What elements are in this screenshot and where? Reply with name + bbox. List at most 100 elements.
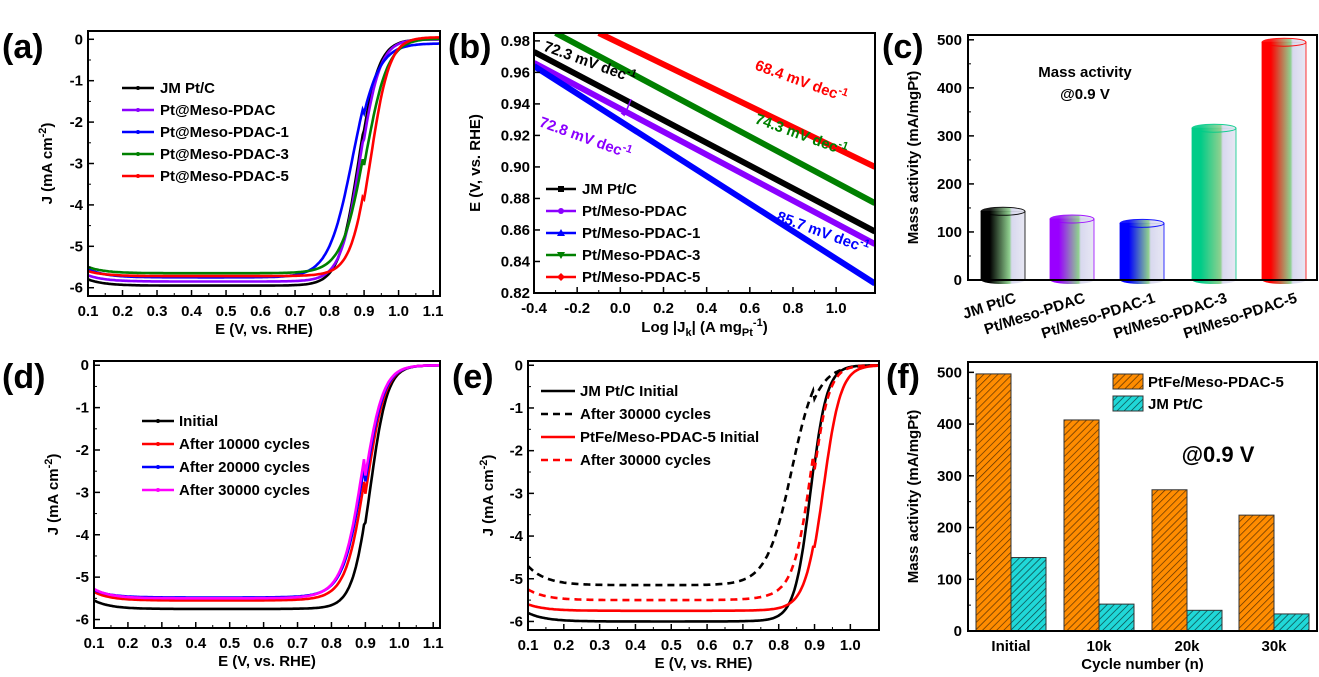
x-tick-label: 0.0: [610, 300, 631, 317]
plot-frame: [967, 361, 1318, 632]
x-tick-label: 0.7: [732, 637, 753, 654]
x-tick-label: 0.5: [219, 635, 240, 652]
x-tick-label: 0.2: [653, 300, 674, 317]
panel-c-chart: JM Pt/CPt/Meso-PDACPt/Meso-PDAC-1Pt/Meso…: [905, 32, 1318, 342]
x-tick-label: 0.4: [696, 300, 718, 317]
x-tick-label: 30k: [1261, 638, 1287, 655]
bar: [1186, 609, 1223, 632]
series-line-3: [93, 364, 440, 600]
y-tick-label: 0.98: [501, 33, 530, 50]
y-tick-label: -4: [510, 528, 524, 545]
x-tick-label: 0.9: [354, 303, 375, 320]
y-tick-label: -1: [76, 400, 89, 417]
y-tick-label: 0: [81, 357, 89, 374]
x-tick-label: 0.7: [285, 303, 306, 320]
series-line-3: [87, 37, 441, 275]
panel-label-f: (f): [886, 358, 920, 396]
x-tick-label: 0.8: [783, 300, 804, 317]
x-tick-label: 0.6: [253, 635, 274, 652]
y-tick-label: -1: [70, 73, 83, 90]
x-tick-label: 0.5: [216, 303, 237, 320]
legend-marker: [136, 108, 140, 112]
bar: [1010, 557, 1047, 632]
legend-marker: [558, 208, 564, 214]
y-axis-label: E (V, vs. RHE): [467, 114, 484, 212]
slope-annotation: 74.3 mV dec-1: [753, 109, 850, 160]
legend-label: PtFe/Meso-PDAC-5 Initial: [580, 429, 759, 446]
x-tick-label: 1.0: [389, 635, 410, 652]
legend-marker: [156, 488, 160, 492]
panel-label-a: (a): [2, 28, 44, 66]
legend-label: After 30000 cycles: [179, 482, 310, 499]
series-line-0: [87, 38, 440, 287]
x-axis-label: E (V, vs. RHE): [655, 655, 753, 672]
x-tick-label: 0.9: [804, 637, 825, 654]
series-line-4: [87, 36, 440, 278]
series-line-0: [527, 364, 879, 623]
y-tick-label: 0.84: [501, 253, 531, 270]
legend-marker: [156, 442, 160, 446]
legend-label: Pt@Meso-PDAC: [160, 102, 276, 119]
y-tick-label: -5: [510, 571, 523, 588]
y-tick-label: 500: [937, 32, 962, 49]
legend-label: After 20000 cycles: [179, 459, 310, 476]
x-tick-label: 0.2: [553, 637, 574, 654]
plot-frame: [93, 360, 441, 629]
chart-annotation: Mass activity: [1038, 64, 1132, 81]
legend-marker: [156, 419, 160, 423]
legend-label: Initial: [179, 413, 218, 430]
legend-label: Pt/Meso-PDAC-1: [582, 225, 700, 242]
x-tick-label: 0.6: [739, 300, 760, 317]
y-tick-label: 200: [937, 520, 962, 537]
legend-label: Pt@Meso-PDAC-5: [160, 168, 289, 185]
bar: [980, 210, 1026, 281]
y-tick-label: 0.82: [501, 285, 530, 302]
bar-cap: [1049, 214, 1095, 224]
series-line-0: [93, 364, 440, 611]
arrow-head: [620, 110, 626, 117]
x-axis-label: E (V, vs. RHE): [218, 653, 316, 670]
series-line-1: [534, 60, 875, 247]
y-axis-label: J (mA cm-2): [43, 454, 62, 536]
x-axis-label: Log |Jk| (A mgPt-1): [641, 317, 767, 339]
series-line-3: [527, 364, 880, 602]
legend-label: JM Pt/C: [582, 181, 637, 198]
y-tick-label: 0.92: [501, 127, 530, 144]
y-tick-label: -5: [70, 238, 83, 255]
y-tick-label: -2: [76, 442, 89, 459]
x-tick-label: 0.6: [697, 637, 718, 654]
y-tick-label: 100: [937, 224, 962, 241]
series-line-2: [527, 364, 879, 613]
series-line-1: [527, 364, 879, 587]
slope-annotation: 68.4 mV dec-1: [753, 55, 850, 106]
y-tick-label: -5: [76, 569, 89, 586]
legend-label: JM Pt/C: [1148, 396, 1203, 413]
y-tick-label: -6: [70, 280, 83, 297]
legend-label: JM Pt/C Initial: [580, 383, 678, 400]
legend-marker: [557, 273, 565, 281]
annotation-arrow: [623, 98, 632, 116]
bar: [1049, 218, 1095, 281]
panel-a-chart: 0 -1 -2 -3 -4 -5 -6 0.1 0.2 0.3 0.4 0.5 0.6 0.7 0.8 0.9…: [37, 30, 444, 338]
legend-label: After 10000 cycles: [179, 436, 310, 453]
legend-marker: [136, 130, 140, 134]
y-tick-label: 0.90: [501, 159, 530, 176]
x-tick-label: 0.8: [768, 637, 789, 654]
panel-d-chart: 0 -1 -2 -3 -4 -5 -6 0.1 0.2 0.3 0.4 0.5 0.6 0.7 0.8 0.9…: [43, 357, 444, 670]
x-tick-label: -0.4: [521, 300, 548, 317]
x-tick-label: 1.1: [423, 635, 444, 652]
plot-frame: [533, 32, 876, 294]
panel-b-chart: 0.82 0.84 0.86 0.88 0.90 0.92 0.94 0.96 0.98 -0.4…: [467, 32, 876, 339]
legend-label: After 30000 cycles: [580, 406, 711, 423]
panel-label-b: (b): [448, 28, 491, 66]
y-tick-label: 200: [937, 176, 962, 193]
y-tick-label: 0: [954, 272, 962, 289]
x-tick-label: 0.4: [625, 637, 647, 654]
y-tick-label: -1: [510, 400, 523, 417]
series-line-2: [534, 63, 875, 287]
legend-swatch: [1112, 395, 1144, 412]
legend-marker: [558, 186, 564, 192]
series-line-4: [597, 33, 875, 170]
legend-swatch: [1112, 373, 1144, 390]
